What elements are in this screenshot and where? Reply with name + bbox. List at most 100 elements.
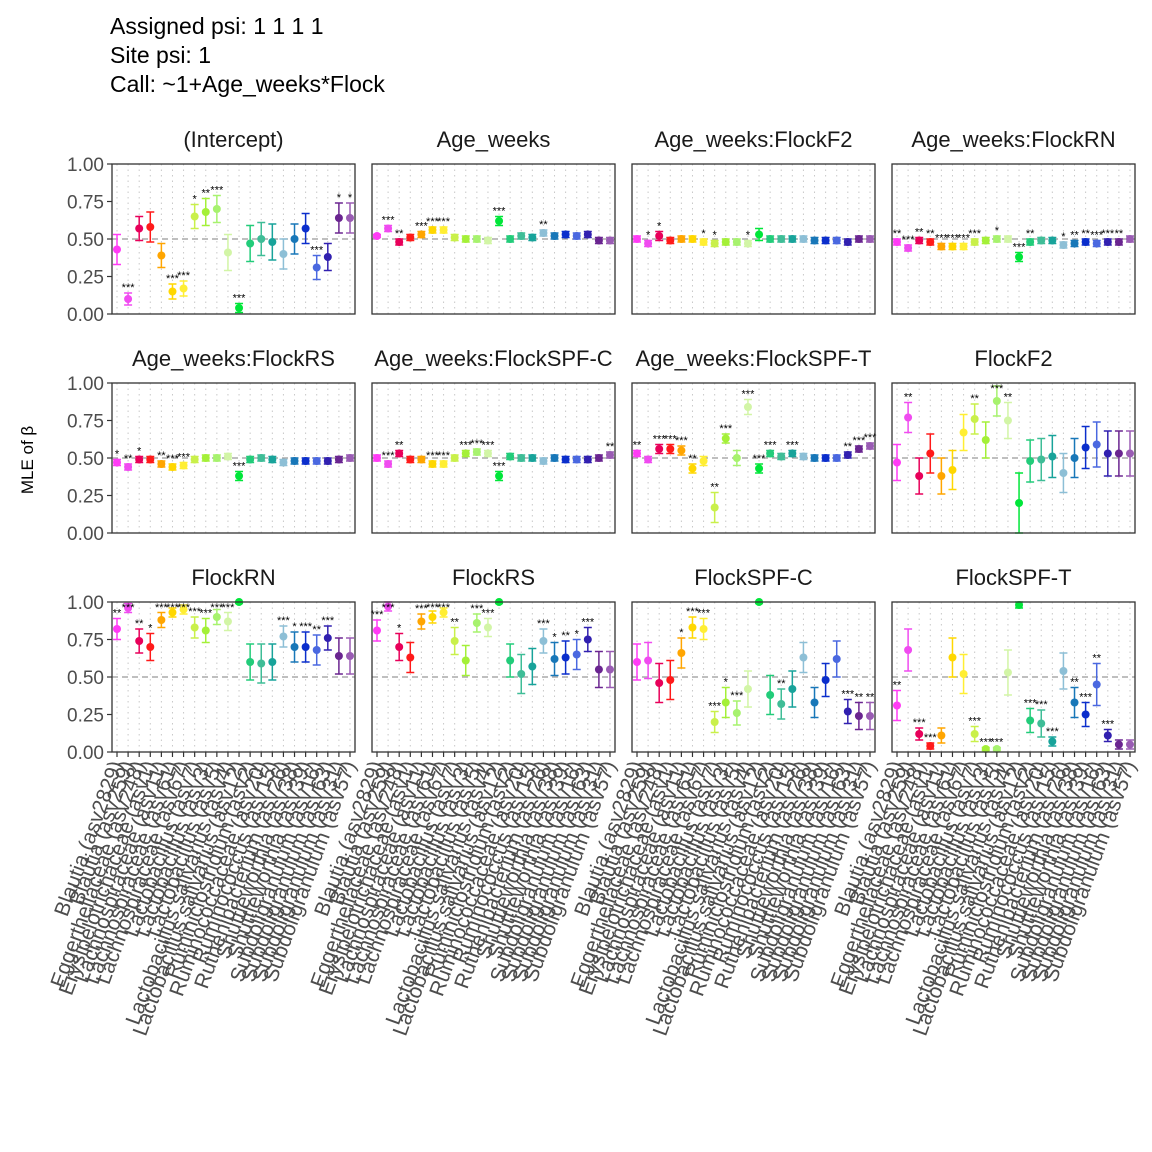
mle-point xyxy=(268,238,277,246)
mle-point xyxy=(583,455,592,464)
significance-label: ** xyxy=(688,453,697,465)
mle-point xyxy=(201,626,210,635)
y-axis-label: MLE of β xyxy=(18,426,37,495)
mle-point xyxy=(766,691,775,699)
significance-label: *** xyxy=(664,434,678,446)
significance-label: *** xyxy=(122,282,136,294)
mle-point xyxy=(157,251,166,260)
y-tick-label: 0.50 xyxy=(67,449,104,470)
mle-point xyxy=(732,709,741,717)
mle-point xyxy=(1026,238,1035,246)
mle-point xyxy=(970,730,979,738)
mle-point xyxy=(644,455,653,464)
panel-title: Age_weeks:FlockSPF-T xyxy=(636,346,872,371)
significance-label: ** xyxy=(450,617,459,629)
mle-point xyxy=(384,460,393,468)
mle-point xyxy=(677,235,686,243)
significance-label: *** xyxy=(1101,719,1115,731)
significance-label: * xyxy=(337,192,342,204)
mle-point xyxy=(926,742,935,750)
mle-point xyxy=(212,205,221,213)
mle-point xyxy=(688,235,697,243)
mle-point xyxy=(190,212,199,221)
mle-point xyxy=(1026,457,1035,465)
mle-point xyxy=(483,236,492,245)
panel-5: Age_weeks:FlockSPF-C********************… xyxy=(371,346,616,534)
significance-label: * xyxy=(646,230,651,242)
significance-label: *** xyxy=(177,270,191,282)
mle-point xyxy=(146,455,155,464)
mle-point xyxy=(157,616,166,624)
mle-point xyxy=(334,214,343,222)
mle-point xyxy=(832,236,841,245)
significance-label: *** xyxy=(708,701,722,713)
mle-point xyxy=(1070,698,1079,707)
mle-point xyxy=(777,700,786,708)
mle-point xyxy=(992,235,1001,243)
panel-title: FlockF2 xyxy=(974,346,1052,371)
mle-point xyxy=(179,284,188,293)
mle-point xyxy=(1015,601,1024,609)
significance-label: *** xyxy=(786,440,800,452)
mle-point xyxy=(384,602,393,611)
significance-label: *** xyxy=(753,453,767,465)
significance-label: * xyxy=(657,221,662,233)
mle-point xyxy=(201,454,210,462)
mle-point xyxy=(755,464,764,473)
mle-point xyxy=(517,670,526,678)
header-site-psi: Site psi: 1 xyxy=(110,42,211,68)
mle-point xyxy=(959,242,968,251)
mle-point xyxy=(1070,239,1079,248)
significance-label: ** xyxy=(893,680,902,692)
mle-point xyxy=(699,457,708,465)
significance-label: *** xyxy=(415,221,429,233)
significance-label: *** xyxy=(924,732,938,744)
mle-point xyxy=(981,745,990,753)
mle-point xyxy=(1103,238,1112,246)
mle-point xyxy=(417,617,426,626)
mle-point xyxy=(843,707,852,716)
significance-label: ** xyxy=(135,618,144,630)
mle-point xyxy=(334,455,343,464)
mle-point xyxy=(1081,710,1090,719)
mle-point xyxy=(1003,668,1012,677)
mle-point xyxy=(268,455,277,464)
mle-point xyxy=(710,718,719,726)
mle-point xyxy=(866,442,874,450)
significance-label: *** xyxy=(686,606,700,618)
significance-label: *** xyxy=(188,606,202,618)
significance-label: *** xyxy=(299,621,313,633)
significance-label: * xyxy=(292,621,297,633)
significance-label: *** xyxy=(166,602,180,614)
significance-label: *** xyxy=(1090,230,1104,242)
mle-point xyxy=(788,685,797,693)
mle-point xyxy=(832,655,841,663)
panel-title: FlockRS xyxy=(452,565,535,590)
panel-title: Age_weeks xyxy=(437,127,551,152)
mle-point xyxy=(810,454,819,462)
mle-point xyxy=(843,238,852,246)
mle-point xyxy=(755,230,764,239)
mle-point xyxy=(1126,235,1134,243)
significance-label: *** xyxy=(493,206,507,218)
mle-point xyxy=(301,643,310,651)
mle-point xyxy=(290,235,299,243)
significance-label: *** xyxy=(371,609,385,621)
mle-point xyxy=(1048,452,1057,461)
mle-point xyxy=(699,238,708,246)
mle-point xyxy=(223,248,232,257)
mle-point xyxy=(301,457,310,465)
y-tick-label: 0.75 xyxy=(67,631,104,652)
mle-point xyxy=(1037,719,1046,728)
mle-point xyxy=(179,605,188,614)
mle-point xyxy=(1081,238,1090,246)
significance-label: *** xyxy=(155,602,169,614)
mle-point xyxy=(168,463,177,471)
mle-point xyxy=(992,397,1001,405)
mle-point xyxy=(810,698,819,707)
y-tick-label: 0.25 xyxy=(67,268,104,289)
mle-point xyxy=(866,712,874,720)
mle-point xyxy=(113,245,121,254)
mle-point xyxy=(439,460,448,468)
mle-point xyxy=(915,730,924,738)
